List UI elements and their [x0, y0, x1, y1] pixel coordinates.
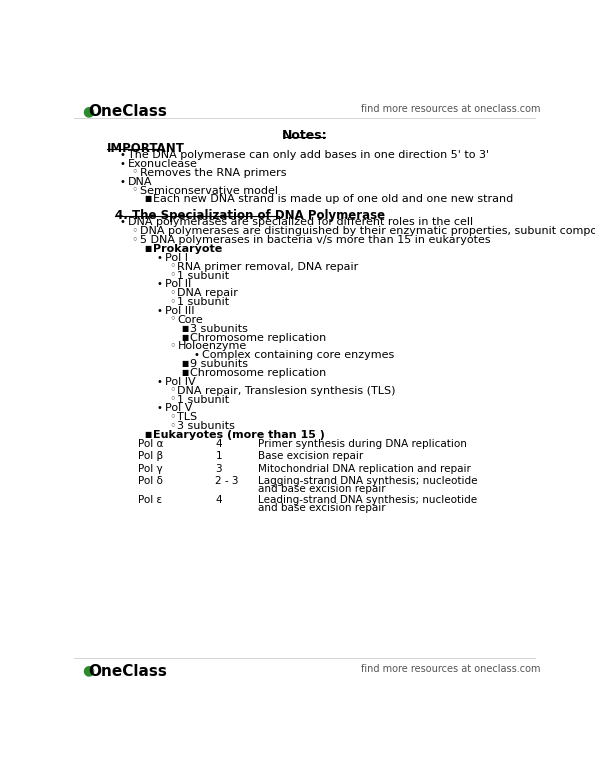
Text: 5 DNA polymerases in bacteria v/s more than 15 in eukaryotes: 5 DNA polymerases in bacteria v/s more t…: [140, 235, 491, 245]
Text: ◦: ◦: [169, 297, 176, 307]
Text: DNA polymerases are specialized for different roles in the cell: DNA polymerases are specialized for diff…: [128, 217, 473, 227]
Text: Pol III: Pol III: [165, 306, 195, 316]
Text: 3 subunits: 3 subunits: [177, 421, 236, 431]
Text: Notes:: Notes:: [282, 129, 327, 142]
Text: DNA repair, Translesion synthesis (TLS): DNA repair, Translesion synthesis (TLS): [177, 386, 396, 396]
Text: •: •: [156, 403, 162, 413]
Text: 4: 4: [215, 494, 222, 504]
Text: 4: 4: [215, 439, 222, 449]
Text: •: •: [120, 176, 125, 186]
Text: 1: 1: [215, 451, 222, 461]
Text: Chromosome replication: Chromosome replication: [190, 368, 326, 378]
Text: find more resources at oneclass.com: find more resources at oneclass.com: [361, 104, 541, 114]
Text: ◦: ◦: [169, 421, 176, 431]
Text: Base excision repair: Base excision repair: [258, 451, 364, 461]
Text: •: •: [156, 306, 162, 316]
Text: Holoenzyme: Holoenzyme: [177, 341, 247, 351]
Text: 2 - 3: 2 - 3: [215, 476, 239, 486]
Text: ■: ■: [144, 244, 151, 253]
Text: •: •: [120, 150, 125, 160]
Text: Pol β: Pol β: [138, 451, 163, 461]
Text: ◦: ◦: [131, 186, 139, 196]
Text: •: •: [194, 350, 199, 360]
Text: ●: ●: [82, 664, 94, 678]
Text: •: •: [120, 217, 125, 227]
Text: 1 subunit: 1 subunit: [177, 394, 230, 404]
Text: Leading-strand DNA synthesis; nucleotide: Leading-strand DNA synthesis; nucleotide: [258, 494, 477, 504]
Text: RNA primer removal, DNA repair: RNA primer removal, DNA repair: [177, 262, 359, 272]
Text: Pol ε: Pol ε: [138, 494, 162, 504]
Text: Primer synthesis during DNA replication: Primer synthesis during DNA replication: [258, 439, 467, 449]
Text: Pol V: Pol V: [165, 403, 192, 413]
Text: 3 subunits: 3 subunits: [190, 323, 248, 333]
Text: ◦: ◦: [131, 168, 139, 178]
Text: Pol I: Pol I: [165, 253, 188, 263]
Text: ◦: ◦: [131, 235, 139, 245]
Text: TLS: TLS: [177, 412, 198, 422]
Text: Prokaryote: Prokaryote: [153, 244, 222, 254]
Text: Chromosome replication: Chromosome replication: [190, 333, 326, 343]
Text: The DNA polymerase can only add bases in one direction 5' to 3': The DNA polymerase can only add bases in…: [128, 150, 489, 160]
Text: Pol δ: Pol δ: [138, 476, 163, 486]
Text: ◦: ◦: [169, 412, 176, 422]
Text: 4. The Specialization of DNA Polymerase: 4. The Specialization of DNA Polymerase: [115, 209, 386, 222]
Text: •: •: [120, 159, 125, 169]
Text: ●: ●: [82, 104, 94, 118]
Text: Complex containing core enzymes: Complex containing core enzymes: [202, 350, 394, 360]
Text: ■: ■: [181, 359, 189, 368]
Text: Pol II: Pol II: [165, 280, 192, 290]
Text: DNA repair: DNA repair: [177, 288, 239, 298]
Text: ◦: ◦: [169, 394, 176, 404]
Text: DNA: DNA: [128, 176, 152, 186]
Text: IMPORTANT: IMPORTANT: [107, 142, 185, 155]
Text: OneClass: OneClass: [88, 664, 167, 678]
Text: Pol IV: Pol IV: [165, 377, 196, 387]
Text: 9 subunits: 9 subunits: [190, 359, 248, 369]
Text: •: •: [156, 253, 162, 263]
Text: Core: Core: [177, 315, 203, 325]
Text: Semiconservative model: Semiconservative model: [140, 186, 278, 196]
Text: ■: ■: [144, 194, 151, 203]
Text: Lagging-strand DNA synthesis; nucleotide: Lagging-strand DNA synthesis; nucleotide: [258, 476, 478, 486]
Text: ◦: ◦: [169, 270, 176, 280]
Text: and base excision repair: and base excision repair: [258, 484, 386, 494]
Text: 3: 3: [215, 464, 222, 474]
Text: ■: ■: [144, 430, 151, 439]
Text: DNA polymerases are distinguished by their enzymatic properties, subunit composi: DNA polymerases are distinguished by the…: [140, 226, 595, 236]
Text: ■: ■: [181, 323, 189, 333]
Text: and base excision repair: and base excision repair: [258, 503, 386, 513]
Text: ■: ■: [181, 333, 189, 342]
Text: 1 subunit: 1 subunit: [177, 297, 230, 307]
Text: ◦: ◦: [169, 341, 176, 351]
Text: 1 subunit: 1 subunit: [177, 270, 230, 280]
Text: ◦: ◦: [169, 386, 176, 396]
Text: Pol α: Pol α: [138, 439, 163, 449]
Text: ◦: ◦: [169, 262, 176, 272]
Text: Each new DNA strand is made up of one old and one new strand: Each new DNA strand is made up of one ol…: [153, 194, 513, 204]
Text: Mitochondrial DNA replication and repair: Mitochondrial DNA replication and repair: [258, 464, 471, 474]
Text: •: •: [156, 280, 162, 290]
Text: find more resources at oneclass.com: find more resources at oneclass.com: [361, 664, 541, 674]
Text: OneClass: OneClass: [88, 104, 167, 119]
Text: ■: ■: [181, 368, 189, 377]
Text: Exonuclease: Exonuclease: [128, 159, 198, 169]
Text: ◦: ◦: [131, 226, 139, 236]
Text: ◦: ◦: [169, 315, 176, 325]
Text: Removes the RNA primers: Removes the RNA primers: [140, 168, 287, 178]
Text: ◦: ◦: [169, 288, 176, 298]
Text: •: •: [156, 377, 162, 387]
Text: Pol γ: Pol γ: [138, 464, 162, 474]
Text: Eukaryotes (more than 15 ): Eukaryotes (more than 15 ): [153, 430, 324, 440]
